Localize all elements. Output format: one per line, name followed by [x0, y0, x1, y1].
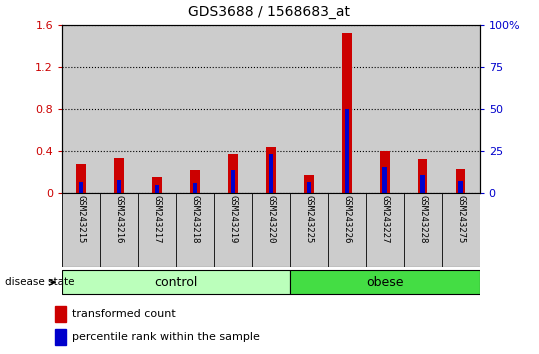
Bar: [268, 154, 273, 193]
Bar: [307, 182, 311, 193]
Text: GSM243227: GSM243227: [381, 195, 389, 244]
Bar: [380, 151, 390, 193]
Bar: [56, 329, 66, 345]
Bar: [56, 306, 66, 321]
Text: percentile rank within the sample: percentile rank within the sample: [72, 332, 260, 342]
Text: transformed count: transformed count: [72, 309, 176, 319]
FancyBboxPatch shape: [290, 270, 480, 294]
Text: disease state: disease state: [5, 277, 75, 287]
Text: GDS3688 / 1568683_at: GDS3688 / 1568683_at: [189, 5, 350, 19]
Bar: [342, 33, 351, 193]
Bar: [456, 169, 466, 193]
Text: GSM243220: GSM243220: [266, 195, 275, 244]
Bar: [418, 159, 427, 193]
Bar: [76, 164, 86, 193]
Bar: [459, 181, 463, 193]
Bar: [383, 167, 387, 193]
Text: GSM243216: GSM243216: [114, 195, 123, 244]
Text: GSM243217: GSM243217: [153, 195, 161, 244]
Bar: [228, 154, 238, 193]
Text: GSM243215: GSM243215: [77, 195, 86, 244]
Bar: [155, 184, 159, 193]
Text: GSM243275: GSM243275: [456, 195, 465, 244]
Bar: [152, 177, 162, 193]
Text: control: control: [154, 276, 198, 289]
Text: obese: obese: [366, 276, 404, 289]
Text: GSM243219: GSM243219: [229, 195, 237, 244]
Bar: [114, 158, 123, 193]
Bar: [304, 175, 314, 193]
Bar: [116, 180, 121, 193]
Text: GSM243225: GSM243225: [305, 195, 313, 244]
Bar: [190, 170, 199, 193]
Text: GSM243228: GSM243228: [418, 195, 427, 244]
FancyBboxPatch shape: [62, 270, 290, 294]
Bar: [344, 109, 349, 193]
Text: GSM243226: GSM243226: [342, 195, 351, 244]
Text: GSM243218: GSM243218: [190, 195, 199, 244]
Bar: [79, 182, 83, 193]
Bar: [192, 183, 197, 193]
Bar: [266, 147, 275, 193]
Bar: [420, 175, 425, 193]
Bar: [231, 170, 235, 193]
